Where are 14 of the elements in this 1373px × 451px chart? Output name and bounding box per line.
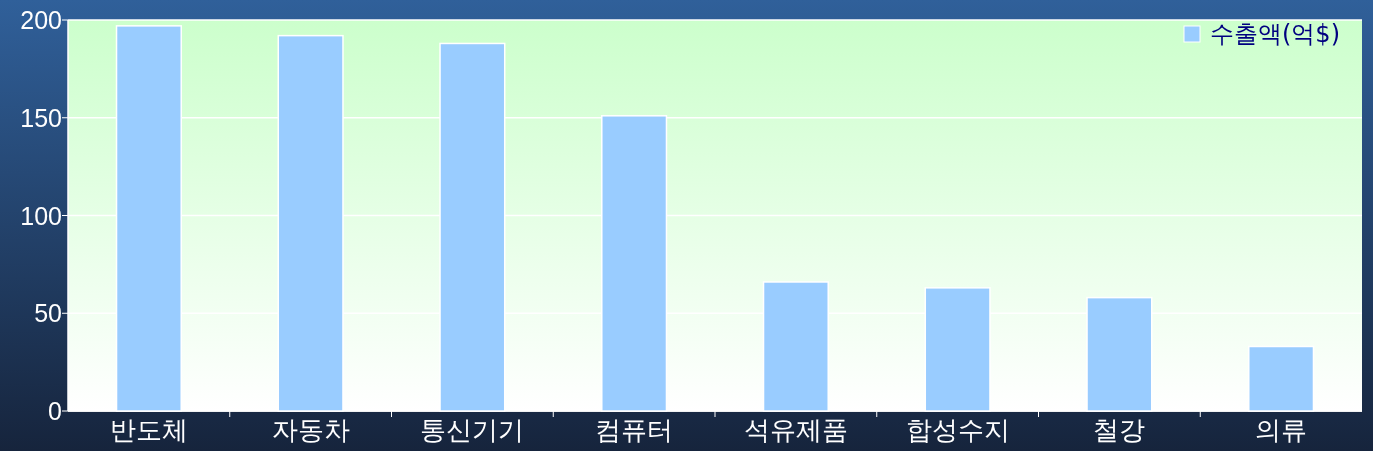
legend-label: 수출액(억$) [1210, 20, 1340, 48]
x-tick-label: 합성수지 [905, 415, 1010, 445]
y-tick-label: 0 [48, 397, 62, 425]
x-tick-label: 통신기기 [420, 415, 525, 445]
x-tick-label: 반도체 [109, 415, 188, 445]
x-tick-label: 컴퓨터 [595, 415, 674, 445]
x-tick-label: 의류 [1255, 415, 1308, 445]
x-tick-label: 철강 [1093, 415, 1146, 445]
y-tick-label: 150 [20, 103, 62, 132]
y-tick-label: 200 [20, 6, 62, 34]
y-tick-label: 100 [20, 201, 62, 230]
y-tick-label: 50 [34, 299, 62, 328]
x-tick-label: 자동차 [271, 415, 350, 445]
x-tick-label: 석유제품 [743, 415, 848, 445]
